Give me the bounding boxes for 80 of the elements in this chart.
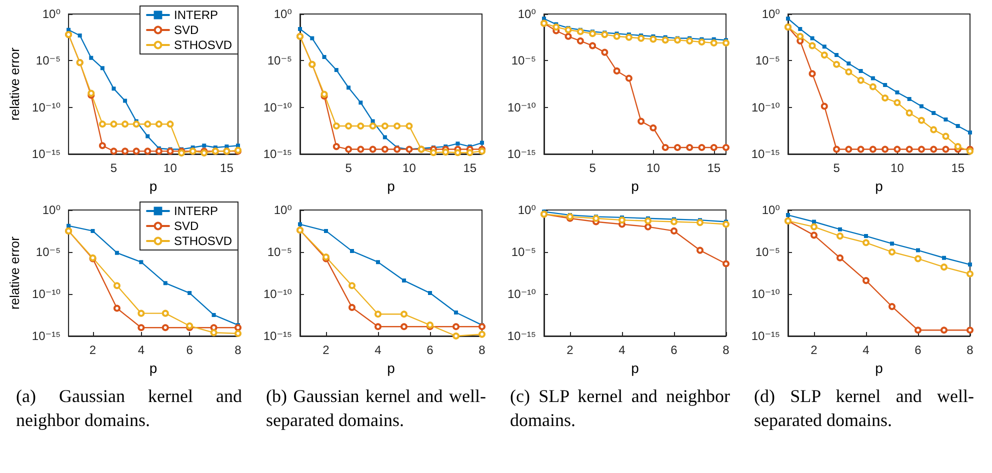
x-tick-label: 5 xyxy=(833,161,840,175)
x-axis-title: p xyxy=(875,360,884,376)
y-tick-label: 10⁻¹⁰ xyxy=(32,287,61,301)
x-tick-label: 8 xyxy=(478,343,486,357)
x-axis-title: p xyxy=(631,360,640,376)
y-tick-label: 10⁻⁵ xyxy=(755,54,780,68)
legend-label: SVD xyxy=(174,23,199,37)
x-tick-label: 4 xyxy=(138,343,145,357)
x-tick-label: 5 xyxy=(345,161,352,175)
y-tick-label: 10⁰ xyxy=(42,203,61,217)
x-tick-label: 6 xyxy=(426,343,434,357)
y-tick-label: 10⁻¹⁰ xyxy=(752,100,780,114)
y-axis-title: relative error xyxy=(7,236,22,310)
y-tick-label: 10⁰ xyxy=(42,7,61,21)
x-tick-label: 15 xyxy=(951,161,965,175)
x-tick-label: 2 xyxy=(322,343,330,357)
y-tick-label: 10⁰ xyxy=(274,7,292,21)
x-tick-label: 5 xyxy=(110,161,118,175)
x-axis-title: p xyxy=(631,178,640,194)
legend-label: INTERP xyxy=(174,8,218,22)
x-tick-label: 8 xyxy=(234,343,242,357)
y-tick-label: 10⁻¹⁰ xyxy=(32,100,61,114)
y-tick-label: 10⁻⁵ xyxy=(755,245,780,259)
x-tick-label: 4 xyxy=(618,343,626,357)
x-tick-label: 2 xyxy=(89,343,96,357)
x-axis-title: p xyxy=(387,178,396,194)
y-tick-label: 10⁻¹⁵ xyxy=(507,147,536,161)
x-tick-label: 10 xyxy=(402,161,416,175)
x-axis-title: p xyxy=(875,178,884,194)
y-tick-label: 10⁻⁵ xyxy=(511,54,536,68)
x-tick-label: 4 xyxy=(374,343,382,357)
text: (c) SLP kernel and neighbor domains. xyxy=(510,385,730,432)
y-tick-label: 10⁻¹⁵ xyxy=(263,329,292,343)
x-tick-label: 6 xyxy=(186,343,194,357)
y-tick-label: 10⁰ xyxy=(518,7,536,21)
y-tick-label: 10⁻⁵ xyxy=(267,245,292,259)
y-tick-label: 10⁻¹⁵ xyxy=(263,147,292,161)
y-tick-label: 10⁻¹⁵ xyxy=(507,329,536,343)
x-tick-label: 5 xyxy=(589,161,596,175)
x-axis-title: p xyxy=(387,360,396,376)
x-tick-label: 2 xyxy=(810,343,818,357)
y-tick-label: 10⁰ xyxy=(762,203,780,217)
x-tick-label: 8 xyxy=(722,343,730,357)
x-tick-label: 10 xyxy=(646,161,660,175)
y-tick-label: 10⁻¹⁰ xyxy=(508,100,536,114)
y-tick-label: 10⁰ xyxy=(518,203,536,217)
x-tick-label: 15 xyxy=(707,161,721,175)
x-tick-label: 6 xyxy=(670,343,678,357)
x-tick-label: 10 xyxy=(164,161,178,175)
y-tick-label: 10⁰ xyxy=(274,203,292,217)
legend-label: STHOSVD xyxy=(174,38,232,52)
y-tick-label: 10⁻¹⁰ xyxy=(508,287,536,301)
y-tick-label: 10⁻¹⁵ xyxy=(32,329,61,343)
x-tick-label: 4 xyxy=(862,343,870,357)
y-tick-label: 10⁰ xyxy=(762,7,780,21)
y-tick-label: 10⁻¹⁰ xyxy=(264,287,292,301)
y-tick-label: 10⁻¹⁵ xyxy=(32,147,61,161)
legend-label: INTERP xyxy=(174,204,218,218)
y-axis-title: relative error xyxy=(7,46,22,120)
x-tick-label: 15 xyxy=(463,161,477,175)
y-tick-label: 10⁻¹⁵ xyxy=(751,147,780,161)
x-tick-label: 8 xyxy=(966,343,974,357)
text: (b) Gaussian kernel and well-separated domains. xyxy=(266,385,486,432)
x-tick-label: 10 xyxy=(890,161,904,175)
x-tick-label: 6 xyxy=(914,343,922,357)
y-tick-label: 10⁻⁵ xyxy=(267,54,292,68)
x-tick-label: 2 xyxy=(566,343,574,357)
legend-label: STHOSVD xyxy=(174,234,232,248)
x-axis-title: p xyxy=(149,360,158,376)
y-tick-label: 10⁻¹⁵ xyxy=(751,329,780,343)
y-tick-label: 10⁻⁵ xyxy=(511,245,536,259)
x-tick-label: 15 xyxy=(220,161,234,175)
text: (a) Gaussian kernel and neighbor domains. xyxy=(16,385,242,432)
y-tick-label: 10⁻⁵ xyxy=(36,54,61,68)
y-tick-label: 10⁻⁵ xyxy=(36,245,61,259)
y-tick-label: 10⁻¹⁰ xyxy=(264,100,292,114)
text: (d) SLP kernel and well-separated domains. xyxy=(754,385,974,432)
legend-label: SVD xyxy=(174,219,199,233)
x-axis-title: p xyxy=(149,178,158,194)
y-tick-label: 10⁻¹⁰ xyxy=(752,287,780,301)
